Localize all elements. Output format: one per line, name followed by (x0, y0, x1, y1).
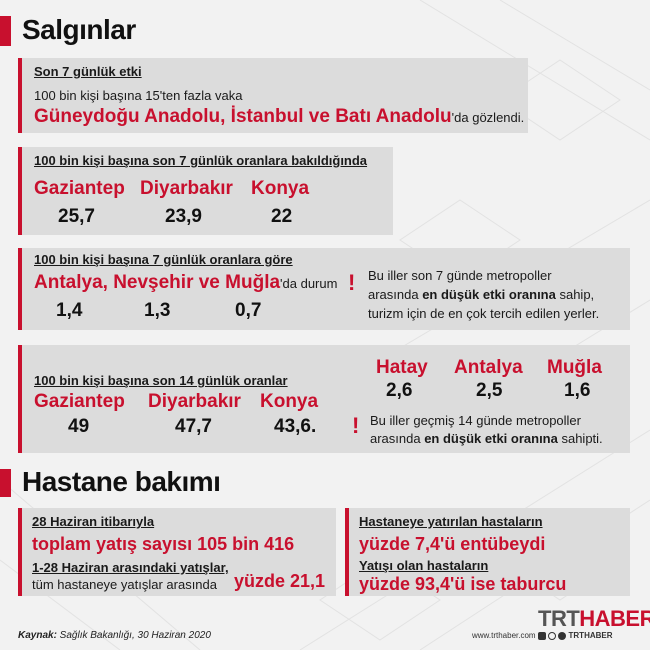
provinces-highlight: Antalya, Nevşehir ve Muğla (34, 272, 281, 293)
panel-heading: 100 bin kişi başına son 14 günlük oranla… (34, 373, 288, 388)
regions-suffix: 'da gözlendi. (451, 110, 525, 125)
city-value: 43,6. (274, 416, 317, 437)
panel-14-day-rates: 100 bin kişi başına son 14 günlük oranla… (18, 345, 630, 453)
panel-heading: Yatışı olan hastaların (359, 558, 489, 573)
logo-trt: TRT (538, 606, 580, 631)
intubated-percent: yüzde 7,4'ü entübeydi (359, 534, 546, 554)
city-name: Diyarbakır (148, 391, 241, 412)
note-line: arasında en düşük etki oranına sahipti. (370, 431, 603, 446)
admission-percent: yüzde 21,1 (234, 571, 326, 591)
province-value: 1,3 (144, 300, 171, 321)
section-title-salginlar: Salgınlar (22, 14, 136, 45)
twitter-icon[interactable] (558, 631, 567, 640)
city-value: 49 (68, 416, 90, 437)
panel-text: 100 bin kişi başına 15'ten fazla vaka (34, 88, 243, 103)
note-line: arasında en düşük etki oranına sahip, (368, 287, 595, 302)
city-value: 23,9 (165, 206, 202, 227)
panel-patient-outcomes: Hastaneye yatırılan hastaların yüzde 7,4… (345, 508, 630, 596)
provinces-suffix: 'da durum (280, 276, 338, 291)
social-handle: TRTHABER (568, 631, 613, 640)
note-bold: en düşük etki oranına (424, 431, 558, 446)
city-name: Konya (251, 178, 310, 199)
panel-hospitalizations: 28 Haziran itibarıyla toplam yatış sayıs… (18, 508, 336, 596)
section-title-bar (0, 469, 11, 497)
city-value: 1,6 (564, 380, 591, 401)
panel-edge (18, 58, 22, 133)
panel-heading: Hastaneye yatırılan hastaların (359, 514, 543, 529)
city-name: Muğla (547, 357, 602, 378)
note-line: turizm için de en çok tercih edilen yerl… (368, 306, 600, 321)
province-value: 0,7 (235, 300, 262, 321)
panel-text: tüm hastaneye yatışlar arasında (32, 577, 217, 592)
section-title-bar (0, 16, 11, 46)
section-title-hastane: Hastane bakımı (22, 466, 221, 497)
source-credit: Kaynak: Sağlık Bakanlığı, 30 Haziran 202… (18, 630, 211, 641)
regions-highlight: Güneydoğu Anadolu, İstanbul ve Batı Anad… (34, 106, 452, 127)
social-links: www.trthaber.com TRTHABER (472, 631, 613, 640)
logo-haber: HABER (579, 606, 650, 631)
instagram-icon[interactable] (548, 631, 557, 640)
note-line: Bu iller son 7 günde metropoller (368, 268, 552, 283)
note-line: Bu iller geçmiş 14 günde metropoller (370, 413, 581, 428)
city-name: Hatay (376, 357, 428, 378)
source-text: Sağlık Bakanlığı, 30 Haziran 2020 (56, 630, 211, 641)
city-value: 47,7 (175, 416, 212, 437)
panel-heading: 1-28 Haziran arasındaki yatışlar, (32, 560, 229, 575)
city-name: Gaziantep (34, 391, 125, 412)
provinces-line: Antalya, Nevşehir ve Muğla'da durum (34, 272, 337, 294)
panel-edge (18, 345, 22, 453)
city-value: 2,6 (386, 380, 413, 401)
city-name: Konya (260, 391, 319, 412)
facebook-icon[interactable] (537, 631, 546, 640)
panel-heading: 28 Haziran itibarıyla (32, 514, 155, 529)
panel-edge (18, 147, 22, 235)
panel-heading: Son 7 günlük etki (34, 64, 142, 79)
province-value: 1,4 (56, 300, 83, 321)
source-label: Kaynak: (18, 630, 57, 641)
city-name: Gaziantep (34, 178, 125, 199)
exclamation-icon: ! (348, 270, 356, 295)
city-value: 22 (271, 206, 293, 227)
panel-edge (18, 248, 22, 330)
panel-7-day-impact: Son 7 günlük etki 100 bin kişi başına 15… (18, 58, 528, 133)
panel-edge (345, 508, 349, 596)
panel-heading: 100 bin kişi başına 7 günlük oranlara gö… (34, 252, 293, 267)
note-bold: en düşük etki oranına (422, 287, 556, 302)
city-value: 25,7 (58, 206, 95, 227)
city-name: Antalya (454, 357, 523, 378)
total-admissions: toplam yatış sayısı 105 bin 416 (32, 534, 295, 554)
discharged-percent: yüzde 93,4'ü ise taburcu (359, 574, 567, 594)
panel-heading: 100 bin kişi başına son 7 günlük oranlar… (34, 153, 368, 168)
exclamation-icon: ! (352, 413, 360, 438)
city-name: Diyarbakır (140, 178, 233, 199)
panel-tourism-provinces: 100 bin kişi başına 7 günlük oranlara gö… (18, 248, 630, 330)
panel-edge (18, 508, 22, 596)
trt-haber-logo: TRTHABER (538, 606, 650, 632)
panel-7-day-rates: 100 bin kişi başına son 7 günlük oranlar… (18, 147, 393, 235)
website-link[interactable]: www.trthaber.com (472, 631, 536, 640)
regions-line: Güneydoğu Anadolu, İstanbul ve Batı Anad… (34, 106, 524, 128)
city-value: 2,5 (476, 380, 503, 401)
